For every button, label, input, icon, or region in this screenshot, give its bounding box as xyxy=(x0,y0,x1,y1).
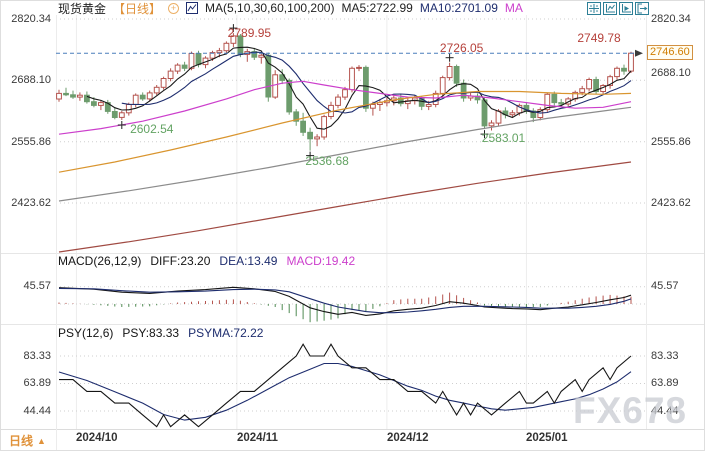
period-label: 日线 xyxy=(9,434,34,448)
y-axis-label: 2555.86 xyxy=(11,136,51,148)
macd-hist-value: MACD:19.42 xyxy=(286,254,356,268)
chart-type-icon[interactable] xyxy=(186,2,199,14)
add-indicator-icon[interactable]: + xyxy=(168,2,180,14)
price-annotation: 2536.68 xyxy=(305,153,349,168)
y-axis-label: 2423.62 xyxy=(11,197,51,209)
y-axis-label: 44.44 xyxy=(651,405,679,417)
y-axis-label: 2423.62 xyxy=(651,197,691,209)
price-annotation: 2749.78 xyxy=(577,30,621,45)
x-axis-label: 2024/12 xyxy=(387,432,429,444)
y-axis-label: 44.44 xyxy=(23,405,51,417)
ma5-value: MA5:2722.99 xyxy=(341,1,413,15)
macd-dea-value: DEA:13.49 xyxy=(219,254,278,268)
y-axis-label: 2820.34 xyxy=(651,13,691,25)
macd-settings-label: MACD(26,12,9) xyxy=(58,254,142,268)
macd-header: MACD(26,12,9) DIFF:23.20 DEA:13.49 MACD:… xyxy=(58,254,355,268)
y-axis-label: 2688.10 xyxy=(11,74,51,86)
play-chart-icon[interactable] xyxy=(619,2,633,15)
y-axis-label: 83.33 xyxy=(23,350,51,362)
chart-toolbar xyxy=(587,2,649,15)
y-axis-label: 45.57 xyxy=(23,280,51,292)
psy-settings-label: PSY(12,6) xyxy=(58,326,114,340)
price-annotation: 2726.05 xyxy=(439,40,484,55)
price-annotation: 2789.95 xyxy=(227,26,272,41)
y-axis-label: 63.89 xyxy=(23,377,51,389)
y-axis-label: 2820.34 xyxy=(11,13,51,25)
macd-diff-value: DIFF:23.20 xyxy=(150,254,211,268)
current-price-tag: 2746.60 xyxy=(647,45,693,60)
shift-right-icon[interactable] xyxy=(635,2,649,15)
crosshair-icon[interactable] xyxy=(587,2,601,15)
price-annotation: 2602.54 xyxy=(130,122,174,137)
price-annotation: 2583.01 xyxy=(481,131,526,146)
ma-more-value: MA xyxy=(504,1,523,15)
y-axis-label: 2555.86 xyxy=(651,136,691,148)
x-axis-label: 2025/01 xyxy=(526,432,568,444)
chart-header: 现货黄金 【日线】 + MA(5,10,30,60,100,200) MA5:2… xyxy=(58,1,523,16)
ma10-value: MA10:2701.09 xyxy=(419,1,498,15)
triangle-up-icon: ▲ xyxy=(37,435,46,446)
x-axis-label: 2024/10 xyxy=(76,432,118,444)
x-axis-label: 2024/11 xyxy=(237,432,278,444)
psyma-value: PSYMA:72.22 xyxy=(188,326,264,340)
fit-chart-icon[interactable] xyxy=(603,2,617,15)
y-axis-label: 45.57 xyxy=(651,280,679,292)
y-axis-label: 2688.10 xyxy=(651,67,691,79)
psy-header: PSY(12,6) PSY:83.33 PSYMA:72.22 xyxy=(58,326,263,340)
watermark: FX678 xyxy=(573,390,688,431)
y-axis-label: 63.89 xyxy=(651,377,679,389)
symbol-name: 现货黄金 xyxy=(58,1,107,16)
period-tag: 【日线】 xyxy=(113,1,162,16)
y-axis-label: 83.33 xyxy=(651,350,679,362)
period-selector[interactable]: 日线 ▲ xyxy=(9,432,46,449)
ma-settings-label: MA(5,10,30,60,100,200) xyxy=(205,1,335,15)
psy-value: PSY:83.33 xyxy=(122,326,180,340)
